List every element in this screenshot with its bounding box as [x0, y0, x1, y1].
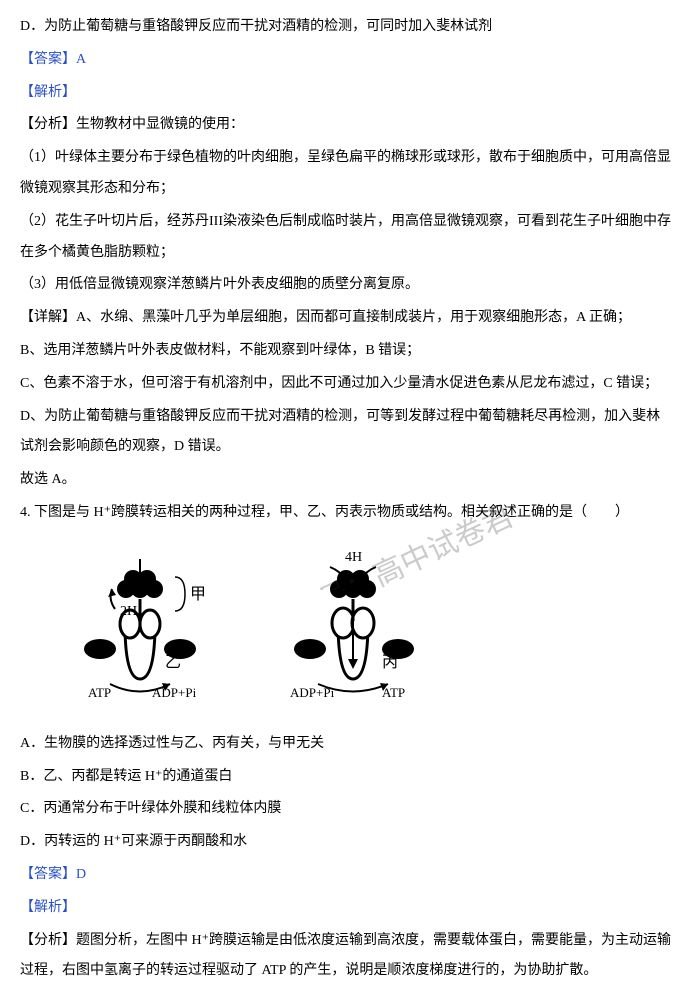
label-2h: 2H	[120, 604, 137, 619]
fenxi-p3: （3）用低倍显微镜观察洋葱鳞片叶外表皮细胞的质壁分离复原。	[20, 270, 672, 301]
jiexi-label-1: 【解析】	[20, 78, 672, 109]
detail-b: B、选用洋葱鳞片叶外表皮做材料，不能观察到叶绿体，B 错误；	[20, 336, 672, 367]
jiexi-label-2: 【解析】	[20, 893, 672, 924]
q4-option-b: B．乙、丙都是转运 H⁺的通道蛋白	[20, 762, 672, 793]
label-bing: 丙	[382, 654, 398, 671]
answer-label-1: 【答案】A	[20, 45, 672, 76]
adp-left: ADP+Pi	[152, 685, 197, 699]
label-jia: 甲	[190, 586, 206, 603]
fenxi-label: 【分析】生物教材中显微镜的使用：	[20, 110, 672, 141]
figure-left: 2H 甲 乙 ATP ADP+Pi	[80, 549, 240, 699]
label-yi: 乙	[165, 654, 181, 671]
atp-right: ATP	[382, 685, 405, 699]
atp-left: ATP	[88, 685, 111, 699]
figure-right: 4H 丙 ADP+Pi ATP	[290, 549, 450, 699]
fenxi4: 【分析】题图分析，左图中 H⁺跨膜运输是由低浓度运输到高浓度，需要载体蛋白，需要…	[20, 926, 672, 988]
adp-right: ADP+Pi	[290, 685, 335, 699]
fenxi-p1: （1）叶绿体主要分布于绿色植物的叶肉细胞，呈绿色扁平的椭球形或球形，散布于细胞质…	[20, 143, 672, 205]
figure-row: 2H 甲 乙 ATP ADP+Pi 4H	[80, 549, 672, 699]
q4-option-a: A．生物膜的选择透过性与乙、丙有关，与甲无关	[20, 729, 672, 760]
guxuan: 故选 A。	[20, 465, 672, 496]
option-d-top: D．为防止葡萄糖与重铬酸钾反应而干扰对酒精的检测，可同时加入斐林试剂	[20, 12, 672, 43]
detail-a: 【详解】A、水绵、黑藻叶几乎为单层细胞，因而都可直接制成装片，用于观察细胞形态，…	[20, 303, 672, 334]
label-4h: 4H	[345, 550, 362, 565]
detail-c: C、色素不溶于水，但可溶于有机溶剂中，因此不可通过加入少量清水促进色素从尼龙布滤…	[20, 369, 672, 400]
answer-label-2: 【答案】D	[20, 860, 672, 891]
fenxi-p2: （2）花生子叶切片后，经苏丹III染液染色后制成临时装片，用高倍显微镜观察，可看…	[20, 207, 672, 269]
q4-option-d: D．丙转运的 H⁺可来源于丙酮酸和水	[20, 827, 672, 858]
q4-stem: 4. 下图是与 H⁺跨膜转运相关的两种过程，甲、乙、丙表示物质或结构。相关叙述正…	[20, 498, 672, 529]
q4-option-c: C．丙通常分布于叶绿体外膜和线粒体内膜	[20, 794, 672, 825]
detail-d: D、为防止葡萄糖与重铬酸钾反应而干扰对酒精的检测，可等到发酵过程中葡萄糖耗尽再检…	[20, 402, 672, 464]
